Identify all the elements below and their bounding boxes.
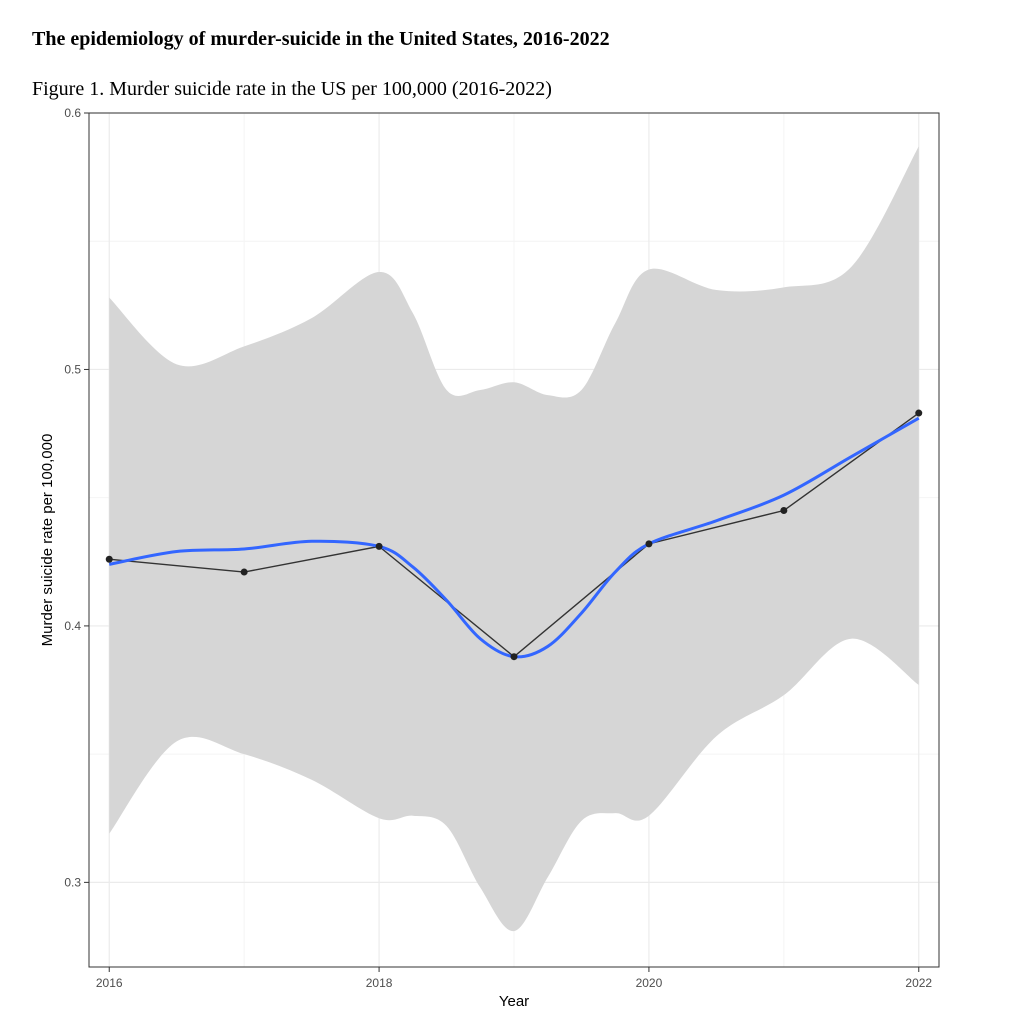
document-title: The epidemiology of murder-suicide in th…	[32, 28, 610, 50]
confidence-band	[109, 146, 919, 932]
x-tick-label: 2018	[366, 976, 393, 990]
data-point	[105, 555, 113, 563]
y-tick-label: 0.4	[64, 619, 81, 633]
x-axis-title: Year	[499, 993, 529, 1010]
x-tick-label: 2020	[636, 976, 663, 990]
confidence-band-layer	[109, 146, 919, 932]
axes-layer: 2016 2018 2020 2022 0.3 0.4 0.5 0.6	[64, 106, 940, 990]
data-point	[375, 542, 383, 550]
data-point	[915, 409, 923, 417]
panel-border	[88, 112, 940, 968]
data-point	[645, 540, 653, 548]
x-tick-label: 2016	[96, 976, 123, 990]
y-tick-label: 0.3	[64, 875, 81, 889]
y-tick-label: 0.5	[64, 362, 81, 376]
data-point	[510, 653, 518, 661]
x-tick-label: 2022	[905, 976, 932, 990]
figure-caption: Figure 1. Murder suicide rate in the US …	[32, 78, 552, 100]
data-point	[240, 568, 248, 576]
y-axis-title: Murder suicide rate per 100,000	[39, 434, 56, 647]
y-tick-label: 0.6	[64, 106, 81, 120]
data-points-layer	[105, 409, 923, 661]
data-point	[780, 507, 788, 515]
